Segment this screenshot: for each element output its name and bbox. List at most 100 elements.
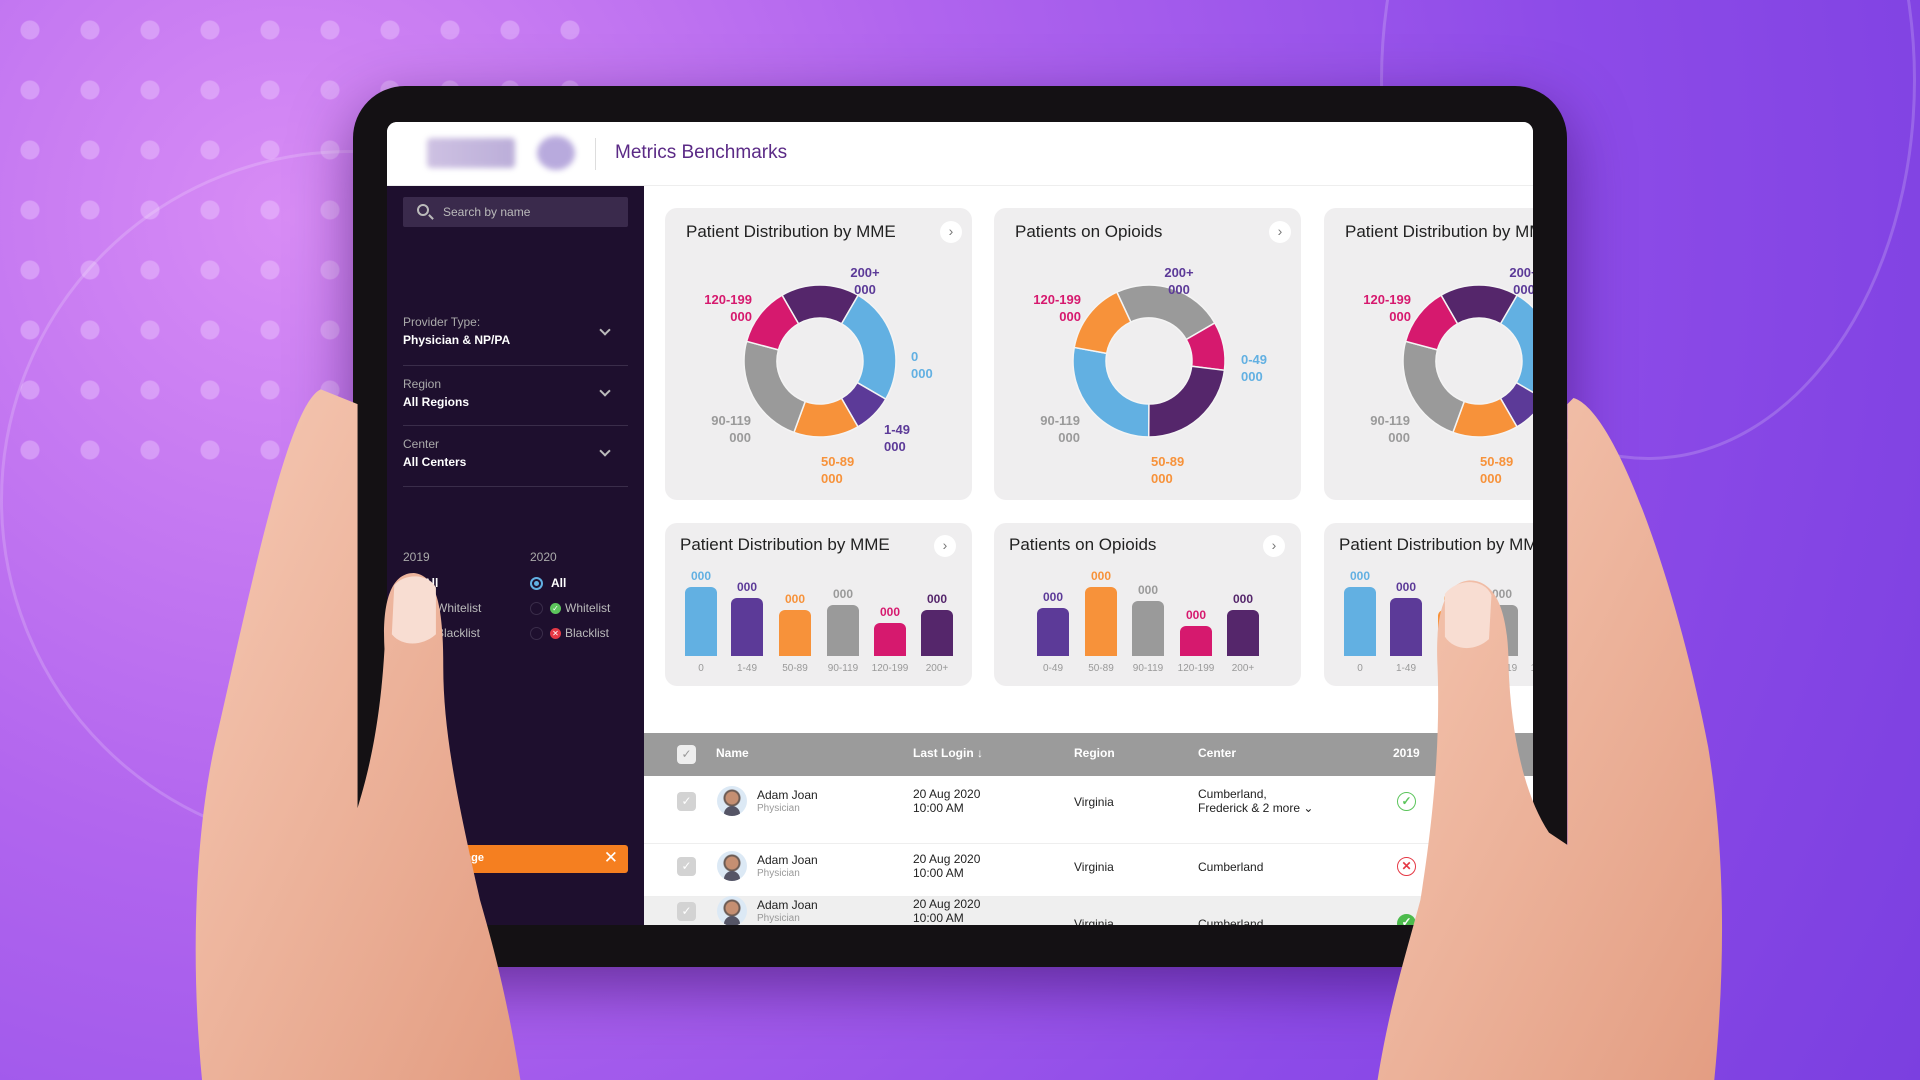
donut-segment[interactable] bbox=[1402, 340, 1466, 434]
bar[interactable] bbox=[685, 586, 717, 656]
row-checkbox[interactable]: ✓ bbox=[677, 857, 696, 876]
table-row[interactable]: ✓ Adam Joan Physician 20 Aug 2020 10:00 AM Vi… bbox=[644, 777, 1533, 844]
page-title: Metrics Benchmarks bbox=[615, 142, 788, 163]
donut-label: 50-89 000 bbox=[1151, 453, 1184, 487]
donut-label-category: 0 bbox=[911, 349, 919, 364]
donut-label-value: 000 bbox=[729, 430, 751, 445]
donut-segment[interactable] bbox=[840, 294, 897, 401]
donut-segment[interactable] bbox=[1072, 346, 1150, 438]
check-circle-icon: ✓ bbox=[1397, 792, 1416, 811]
donut-label: 120-199 000 bbox=[1021, 291, 1081, 325]
donut-label: 0 000 bbox=[911, 348, 933, 382]
donut-segment[interactable] bbox=[1404, 294, 1459, 351]
column-header-last-login[interactable]: Last Login ↓ bbox=[913, 746, 983, 760]
bar[interactable] bbox=[779, 610, 811, 656]
table-row[interactable]: ✓ Adam Joan Physician 20 Aug 2020 10:00 AM Vi… bbox=[644, 845, 1533, 897]
close-icon[interactable]: ✕ bbox=[603, 848, 618, 867]
chevron-right-icon[interactable]: › bbox=[934, 535, 956, 557]
donut-label: 90-119 000 bbox=[1020, 412, 1080, 446]
option-label: All bbox=[551, 576, 567, 590]
bar[interactable] bbox=[874, 622, 906, 656]
bar-value-label: 000 bbox=[926, 592, 948, 607]
column-header-2019[interactable]: 2019 bbox=[1393, 746, 1420, 760]
region-cell: Virginia bbox=[1074, 860, 1114, 874]
bar[interactable] bbox=[827, 605, 859, 656]
radio-2020-blacklist[interactable] bbox=[530, 627, 543, 640]
divider bbox=[403, 365, 628, 366]
search-icon bbox=[417, 204, 429, 216]
filter-value: Physician & NP/PA bbox=[403, 333, 511, 347]
row-checkbox[interactable]: ✓ bbox=[677, 792, 696, 811]
option-label: Whitelist bbox=[436, 601, 482, 615]
brand-logo[interactable] bbox=[427, 138, 515, 168]
bar[interactable] bbox=[1037, 607, 1069, 656]
bar[interactable] bbox=[731, 598, 763, 656]
avatar bbox=[717, 896, 747, 925]
donut-label: 90-119 000 bbox=[1350, 412, 1410, 446]
option-label: Blacklist bbox=[436, 626, 481, 640]
donut-label-value: 000 bbox=[1241, 369, 1263, 384]
avatar bbox=[717, 851, 747, 881]
user-name[interactable]: Adam Joan bbox=[757, 853, 818, 867]
radio-2020-all[interactable] bbox=[530, 577, 543, 590]
donut-label-value: 000 bbox=[1389, 309, 1411, 324]
radio-2019-blacklist[interactable] bbox=[403, 627, 416, 640]
bar[interactable] bbox=[1227, 610, 1259, 656]
chart-title: Patients on Opioids bbox=[1015, 222, 1163, 241]
donut-label: 120-199 000 bbox=[692, 291, 752, 325]
donut-label: 120-199 000 bbox=[1351, 291, 1411, 325]
bar-value-label: 000 bbox=[1443, 592, 1465, 607]
chevron-down-icon bbox=[599, 324, 611, 336]
bar[interactable] bbox=[1344, 586, 1376, 656]
search-input[interactable]: Search by name bbox=[403, 197, 628, 227]
table-header: ✓ Name Last Login ↓ Region Center 2019 bbox=[644, 733, 1533, 776]
center-more-toggle[interactable]: Frederick & 2 more ⌄ bbox=[1198, 801, 1314, 815]
donut-label-value: 000 bbox=[730, 309, 752, 324]
column-header-center[interactable]: Center bbox=[1198, 746, 1237, 760]
bar[interactable] bbox=[1180, 626, 1212, 656]
donut-label-category: 90-119 bbox=[711, 413, 751, 428]
row-checkbox[interactable]: ✓ bbox=[677, 902, 696, 921]
notice-banner[interactable]: age ✕ bbox=[403, 845, 628, 873]
bar[interactable] bbox=[921, 610, 953, 656]
bar[interactable] bbox=[1390, 598, 1422, 656]
filter-sidebar: Search by name Provider Type: Physician … bbox=[387, 186, 644, 925]
column-header-name[interactable]: Name bbox=[716, 746, 749, 760]
radio-2020-whitelist[interactable] bbox=[530, 602, 543, 615]
donut-segment[interactable] bbox=[745, 294, 800, 351]
donut-segment[interactable] bbox=[1147, 365, 1226, 438]
donut-label-category: 200+ bbox=[1509, 265, 1533, 280]
chevron-right-icon[interactable]: › bbox=[1263, 535, 1285, 557]
donut-label-category: 90-119 bbox=[1370, 413, 1410, 428]
x-tick-label: 90-119 bbox=[1132, 663, 1164, 674]
bar[interactable] bbox=[1132, 600, 1164, 656]
bar-value-label: 000 bbox=[736, 580, 758, 595]
user-name[interactable]: Adam Joan bbox=[757, 788, 818, 802]
bar[interactable] bbox=[1438, 610, 1470, 656]
donut-segment[interactable] bbox=[1499, 294, 1533, 399]
bar-value-label: 000 bbox=[1090, 568, 1112, 583]
year-2019-label: 2019 bbox=[403, 550, 430, 564]
radio-2019-all[interactable] bbox=[403, 577, 416, 590]
column-header-region[interactable]: Region bbox=[1074, 746, 1115, 760]
donut-chart-card: Patient Distribution by MME›200+000120-1… bbox=[1324, 208, 1533, 500]
user-name[interactable]: Adam Joan bbox=[757, 898, 818, 912]
check-circle-icon: ✓ bbox=[1397, 914, 1416, 925]
filter-value: All Regions bbox=[403, 395, 470, 409]
x-tick-label: 200+ bbox=[925, 663, 949, 674]
radio-2019-whitelist[interactable] bbox=[403, 602, 416, 615]
select-all-checkbox[interactable]: ✓ bbox=[677, 745, 696, 764]
bar[interactable] bbox=[1486, 605, 1518, 656]
donut-segment[interactable] bbox=[1073, 291, 1132, 355]
donut-chart bbox=[743, 284, 897, 438]
chevron-right-icon[interactable]: › bbox=[1269, 221, 1291, 243]
x-tick-label: 0-49 bbox=[1042, 663, 1063, 674]
x-circle-icon: ✕ bbox=[1397, 857, 1416, 876]
chevron-right-icon[interactable]: › bbox=[940, 221, 962, 243]
donut-segment[interactable] bbox=[743, 340, 807, 434]
last-login-time: 10:00 AM bbox=[913, 801, 964, 815]
bar[interactable] bbox=[1085, 586, 1117, 656]
table-row[interactable]: ✓ Adam Joan Physician 20 Aug 2020 10:00 AM Vi… bbox=[644, 896, 1533, 925]
center-cell: Cumberland bbox=[1198, 917, 1264, 925]
x-tick-label: 0 bbox=[1357, 663, 1363, 674]
